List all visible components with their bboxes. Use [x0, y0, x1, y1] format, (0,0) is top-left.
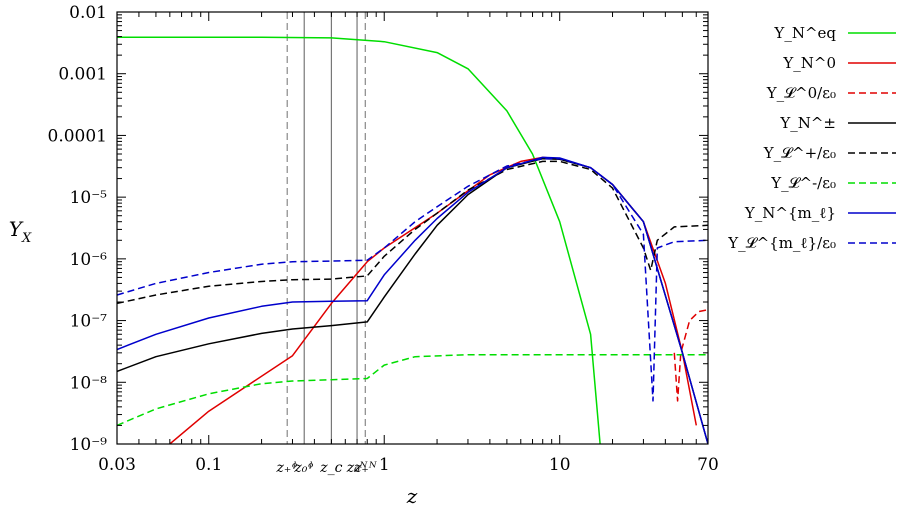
y-tick-label: 10⁻⁶: [70, 250, 108, 270]
vertical-marker-label: z₀ᶲ: [293, 460, 314, 476]
series-lines: [117, 36, 708, 444]
series-line: [673, 308, 708, 402]
y-axis-label: YX: [9, 217, 32, 246]
y-tick-label: 10⁻⁵: [70, 188, 108, 208]
y-tick-label: 0.01: [69, 3, 107, 23]
plot-frame: [116, 11, 709, 445]
vertical-marker-label: z₊ᶲ: [276, 460, 298, 476]
legend-label: Y_𝓛^-/ε₀: [770, 174, 836, 192]
series-line: [169, 156, 698, 444]
x-axis-label: z: [406, 484, 418, 508]
legend-label: Y_𝓛^{m_ℓ}/ε₀: [727, 234, 836, 252]
series-line: [117, 36, 601, 444]
series-line: [117, 353, 708, 427]
axis-ticks: 0.03 0.1 1 10 70 10⁻⁹ 10⁻⁸ 10⁻⁷ 10⁻⁶ 10⁻⁵ 0.0001 0.…: [48, 3, 719, 475]
legend-label: Y_N^±: [779, 114, 836, 132]
series-line: [117, 157, 708, 444]
y-tick-label: 10⁻⁹: [70, 435, 108, 455]
x-tick-label: 0.1: [195, 455, 222, 475]
y-tick-label: 10⁻⁷: [70, 312, 108, 332]
legend-label: Y_𝓛^+/ε₀: [763, 144, 836, 162]
y-tick-label: 0.001: [58, 65, 107, 85]
legend-label: Y_N^{m_ℓ}: [744, 204, 836, 222]
y-tick-label: 0.0001: [48, 126, 107, 146]
legend-label: Y_N^eq: [773, 24, 836, 42]
series-line: [117, 156, 708, 444]
x-tick-label: 70: [697, 455, 719, 475]
legend-label: Y_𝓛^0/ε₀: [766, 84, 836, 102]
legend-label: Y_N^0: [782, 54, 836, 72]
y-tick-label: 10⁻⁸: [70, 373, 108, 393]
legend: Y_N^eq Y_N^0 Y_𝓛^0/ε₀ Y_N^± Y_𝓛^+/ε₀ Y_𝓛^-/ε₀…: [727, 24, 896, 252]
vertical-markers: [286, 12, 366, 444]
series-line: [117, 157, 708, 402]
series-line: [117, 160, 708, 305]
x-tick-label: 10: [549, 455, 571, 475]
x-tick-label: 1: [379, 455, 390, 475]
x-tick-label: 0.03: [98, 455, 136, 475]
vertical-marker-label: z₊ᴺ: [353, 460, 377, 476]
vertical-marker-label: z₀ᴺ: [346, 460, 368, 476]
vertical-marker-label: z_c: [319, 460, 342, 476]
